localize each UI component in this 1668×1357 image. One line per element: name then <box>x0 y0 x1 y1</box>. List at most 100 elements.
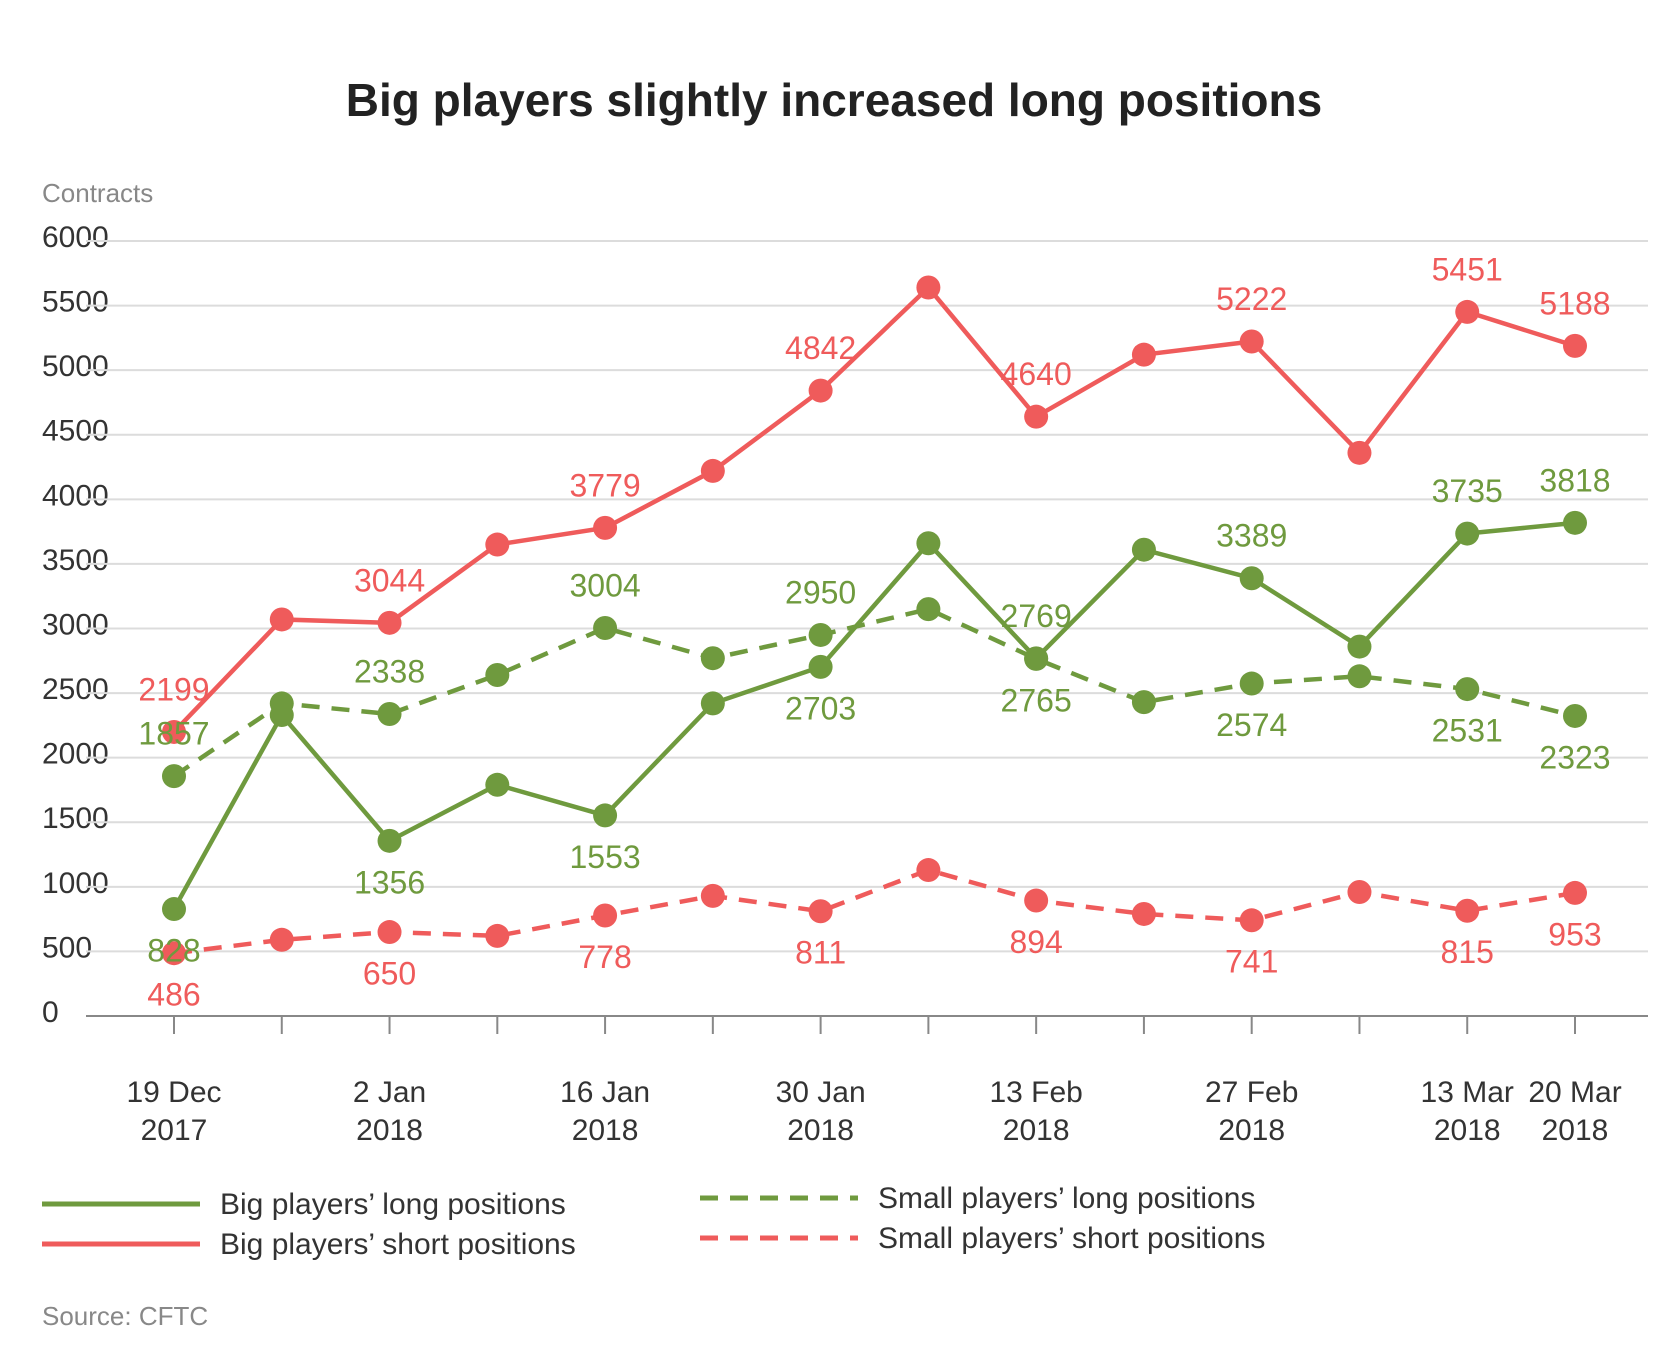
point <box>1024 404 1049 429</box>
legend-label: Small players’ long positions <box>878 1182 1255 1215</box>
y-tick-label: 0 <box>42 996 59 1029</box>
x-tick-label: 27 Feb 2018 <box>1204 1076 1299 1147</box>
x-tick-label: 2 Jan 2018 <box>352 1076 427 1147</box>
y-tick-label: 2000 <box>42 738 109 771</box>
point <box>1131 690 1156 715</box>
point <box>1455 521 1480 546</box>
y-tick-label: 500 <box>42 931 92 964</box>
y-tick-label: 3500 <box>42 544 109 577</box>
y-tick-label: 2500 <box>42 673 109 706</box>
point <box>1239 566 1264 591</box>
point <box>377 702 402 727</box>
point <box>1024 888 1049 913</box>
data-label: 5222 <box>1216 281 1287 317</box>
point <box>485 923 510 948</box>
y-tick-label: 4500 <box>42 415 109 448</box>
line <box>172 606 1576 779</box>
point <box>1239 908 1264 933</box>
legend-label: Big players’ long positions <box>220 1188 566 1221</box>
data-label: 815 <box>1441 934 1494 970</box>
point <box>700 691 725 716</box>
point <box>593 903 618 928</box>
data-label: 486 <box>147 977 200 1013</box>
data-label: 1857 <box>138 716 209 752</box>
point <box>485 532 510 557</box>
point <box>1563 703 1587 728</box>
data-label: 828 <box>147 933 200 969</box>
source: Source: CFTC <box>42 1301 208 1331</box>
point <box>593 615 618 640</box>
point <box>700 458 725 483</box>
x-tick-label: 13 Mar 2018 <box>1420 1076 1514 1147</box>
point <box>916 597 941 622</box>
data-label: 2199 <box>138 671 209 707</box>
point <box>269 607 294 632</box>
point <box>1563 510 1587 535</box>
point <box>1131 537 1156 562</box>
point <box>808 622 833 647</box>
point <box>377 610 402 635</box>
point <box>377 828 402 853</box>
data-label: 778 <box>578 939 631 975</box>
point <box>1347 634 1372 659</box>
point <box>162 941 186 966</box>
point <box>485 772 510 797</box>
x-tick-label: 19 Dec 2017 <box>126 1076 222 1147</box>
point <box>1455 898 1480 923</box>
data-label: 5451 <box>1432 251 1503 287</box>
y-tick-label: 4000 <box>42 479 109 512</box>
data-label: 2950 <box>785 574 856 610</box>
point <box>1563 880 1587 905</box>
y-tick-label: 1500 <box>42 802 109 835</box>
data-label: 2765 <box>1001 682 1072 718</box>
data-label: 3004 <box>569 567 640 603</box>
data-label: 3779 <box>569 467 640 503</box>
y-tick-label: 5000 <box>42 350 109 383</box>
point <box>916 858 941 883</box>
point <box>916 531 941 556</box>
point <box>593 515 618 540</box>
point <box>1347 440 1372 465</box>
x-tick-label: 30 Jan 2018 <box>775 1076 866 1147</box>
point <box>1455 677 1480 702</box>
point <box>1347 880 1372 904</box>
x-tick-label: 20 Mar 2018 <box>1528 1076 1622 1147</box>
data-label: 4640 <box>1001 356 1072 392</box>
chart-title: Big players slightly increased long posi… <box>346 74 1322 126</box>
legend-label: Big players’ short positions <box>220 1228 576 1261</box>
data-label: 2338 <box>354 653 425 689</box>
point <box>162 897 186 922</box>
point <box>1347 664 1372 689</box>
y-tick-label: 5500 <box>42 286 109 319</box>
data-label: 3389 <box>1216 518 1287 554</box>
data-label: 2703 <box>785 690 856 726</box>
point <box>1024 646 1049 671</box>
legend-label: Small players’ short positions <box>878 1222 1265 1255</box>
line <box>172 284 1576 734</box>
data-label: 3044 <box>354 562 425 598</box>
point <box>377 920 402 945</box>
data-label: 953 <box>1548 916 1601 952</box>
data-label: 1553 <box>569 839 640 875</box>
point <box>162 719 186 744</box>
data-label: 2323 <box>1539 739 1610 775</box>
point <box>269 927 294 952</box>
point <box>700 883 725 908</box>
y-tick-label: 6000 <box>42 221 109 254</box>
data-label: 741 <box>1225 944 1278 980</box>
point <box>808 899 833 924</box>
data-label: 5188 <box>1539 285 1610 321</box>
data-label: 3735 <box>1432 473 1503 509</box>
point <box>485 663 510 687</box>
x-tick-label: 13 Feb 2018 <box>989 1076 1083 1147</box>
point <box>269 691 294 716</box>
point <box>700 646 725 671</box>
x-tick-label: 16 Jan 2018 <box>560 1076 651 1147</box>
point <box>808 654 833 679</box>
data-label: 2531 <box>1432 713 1503 749</box>
y-tick-label: 3000 <box>42 608 109 641</box>
point <box>593 803 618 828</box>
data-label: 811 <box>795 935 846 971</box>
y-tick-label: 1000 <box>42 867 109 900</box>
